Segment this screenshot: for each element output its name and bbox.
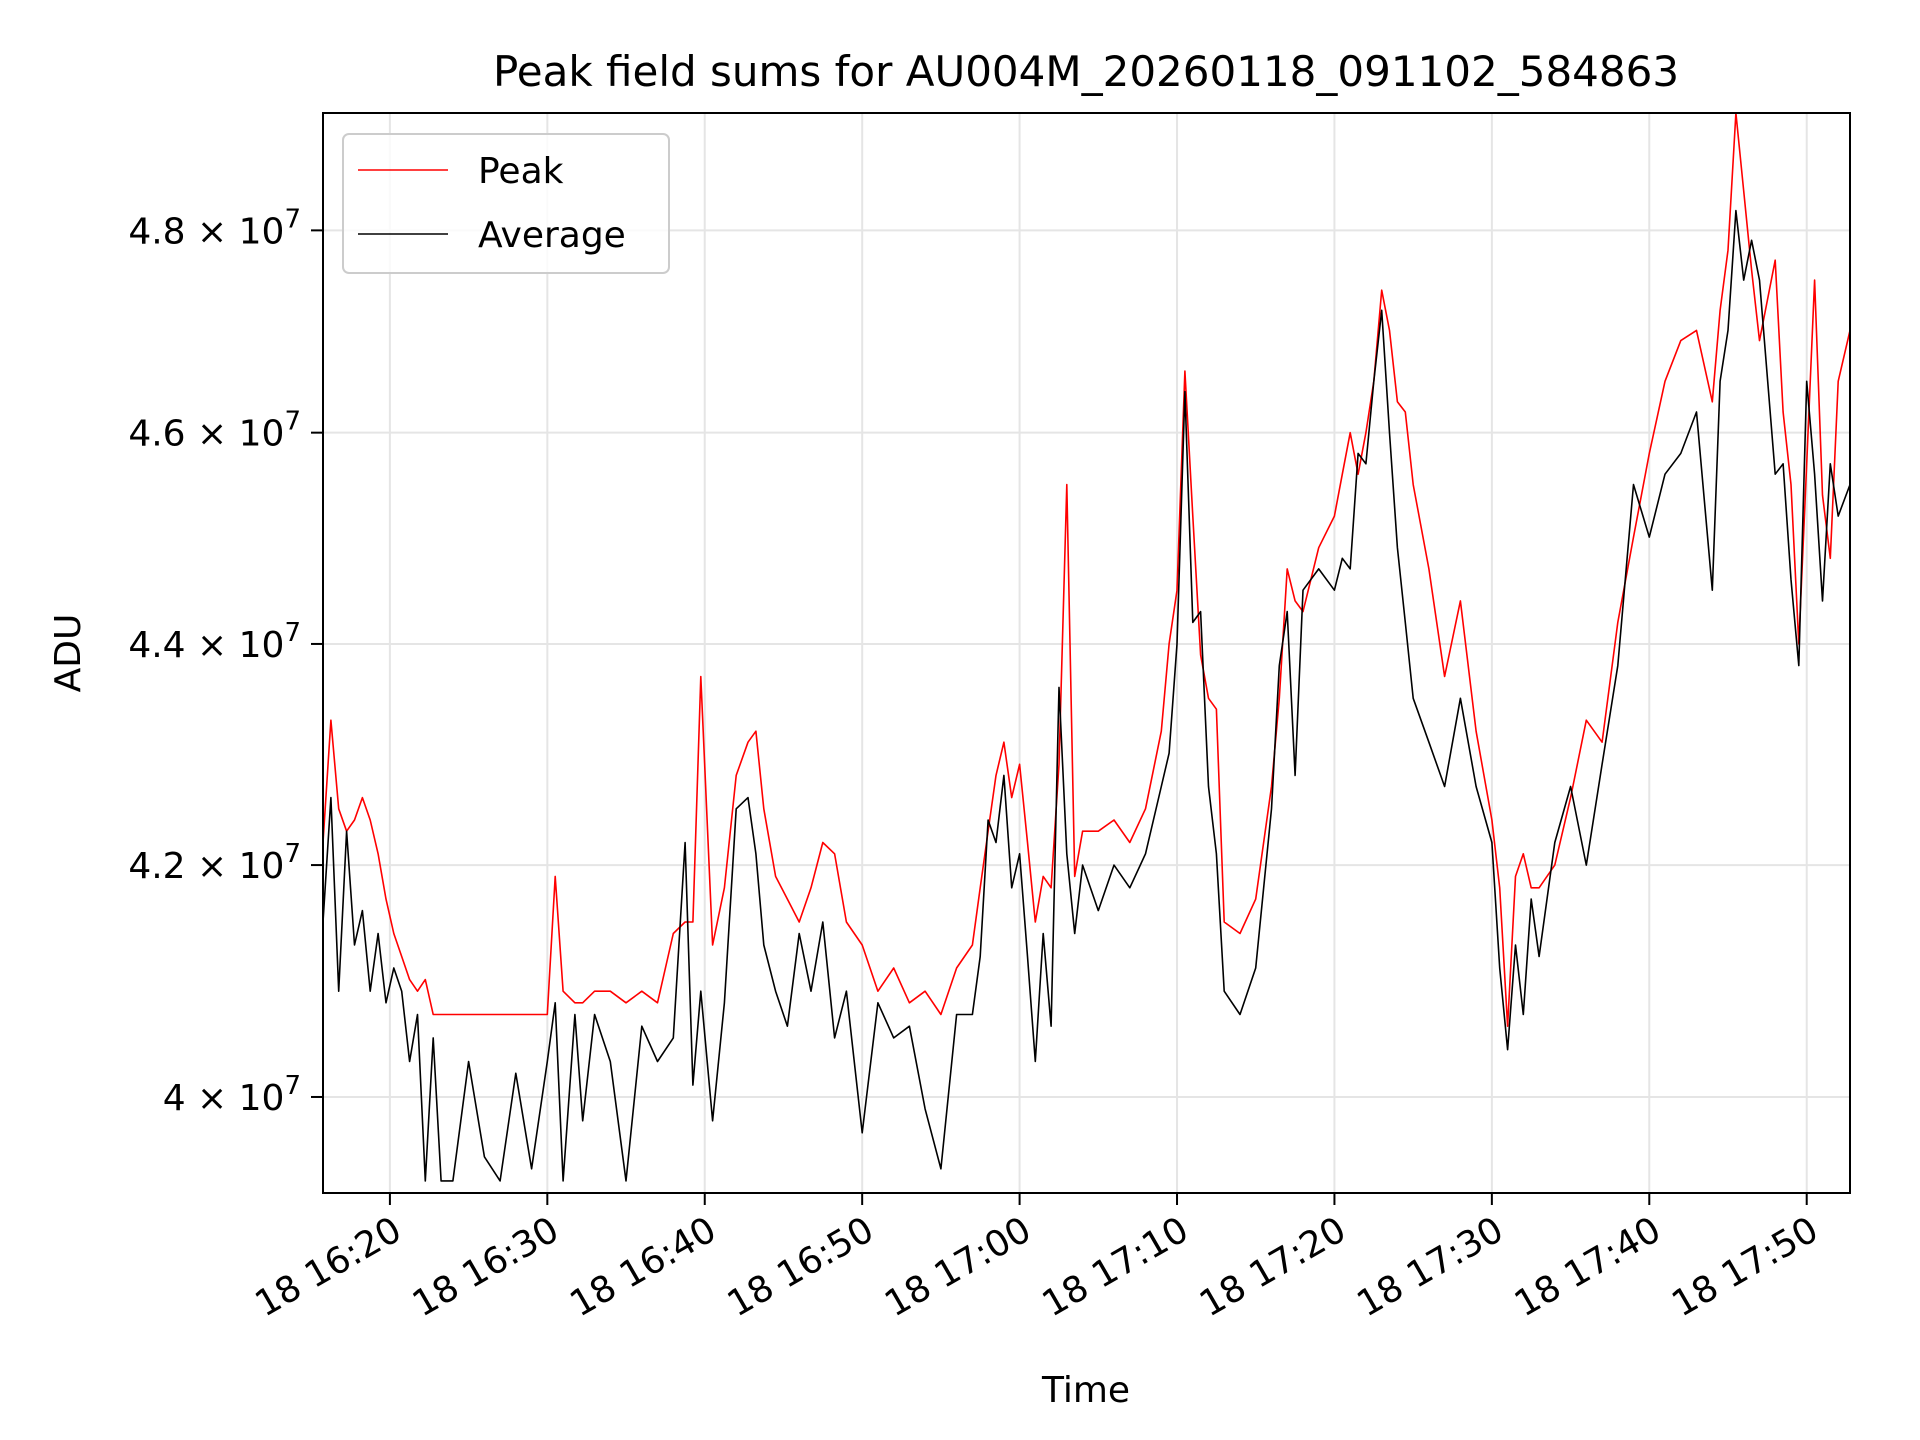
y-tick-label: 4.4 × 107	[128, 618, 301, 666]
series-line-peak	[323, 113, 1850, 1027]
series-layer	[323, 113, 1850, 1182]
y-axis-label: ADU	[48, 614, 89, 693]
chart-title: Peak field sums for AU004M_20260118_0911…	[493, 47, 1679, 96]
x-axis-label: Time	[1041, 1370, 1130, 1411]
y-tick-label: 4.6 × 107	[128, 407, 301, 455]
series-line-average	[323, 209, 1850, 1182]
legend: Peak Average	[342, 133, 670, 274]
y-axis-ticks: 4 × 107 4.2 × 107 4.4 × 107 4.6 × 107 4.8 × …	[128, 204, 323, 1119]
legend-label-peak: Peak	[478, 151, 564, 192]
legend-box	[342, 133, 670, 274]
y-tick-label: 4.2 × 107	[128, 839, 301, 887]
plot-frame	[322, 112, 1851, 1194]
y-tick-label: 4 × 107	[163, 1071, 301, 1119]
grid	[323, 113, 1850, 1193]
y-tick-label: 4.8 × 107	[128, 204, 301, 252]
legend-label-average: Average	[478, 215, 626, 256]
